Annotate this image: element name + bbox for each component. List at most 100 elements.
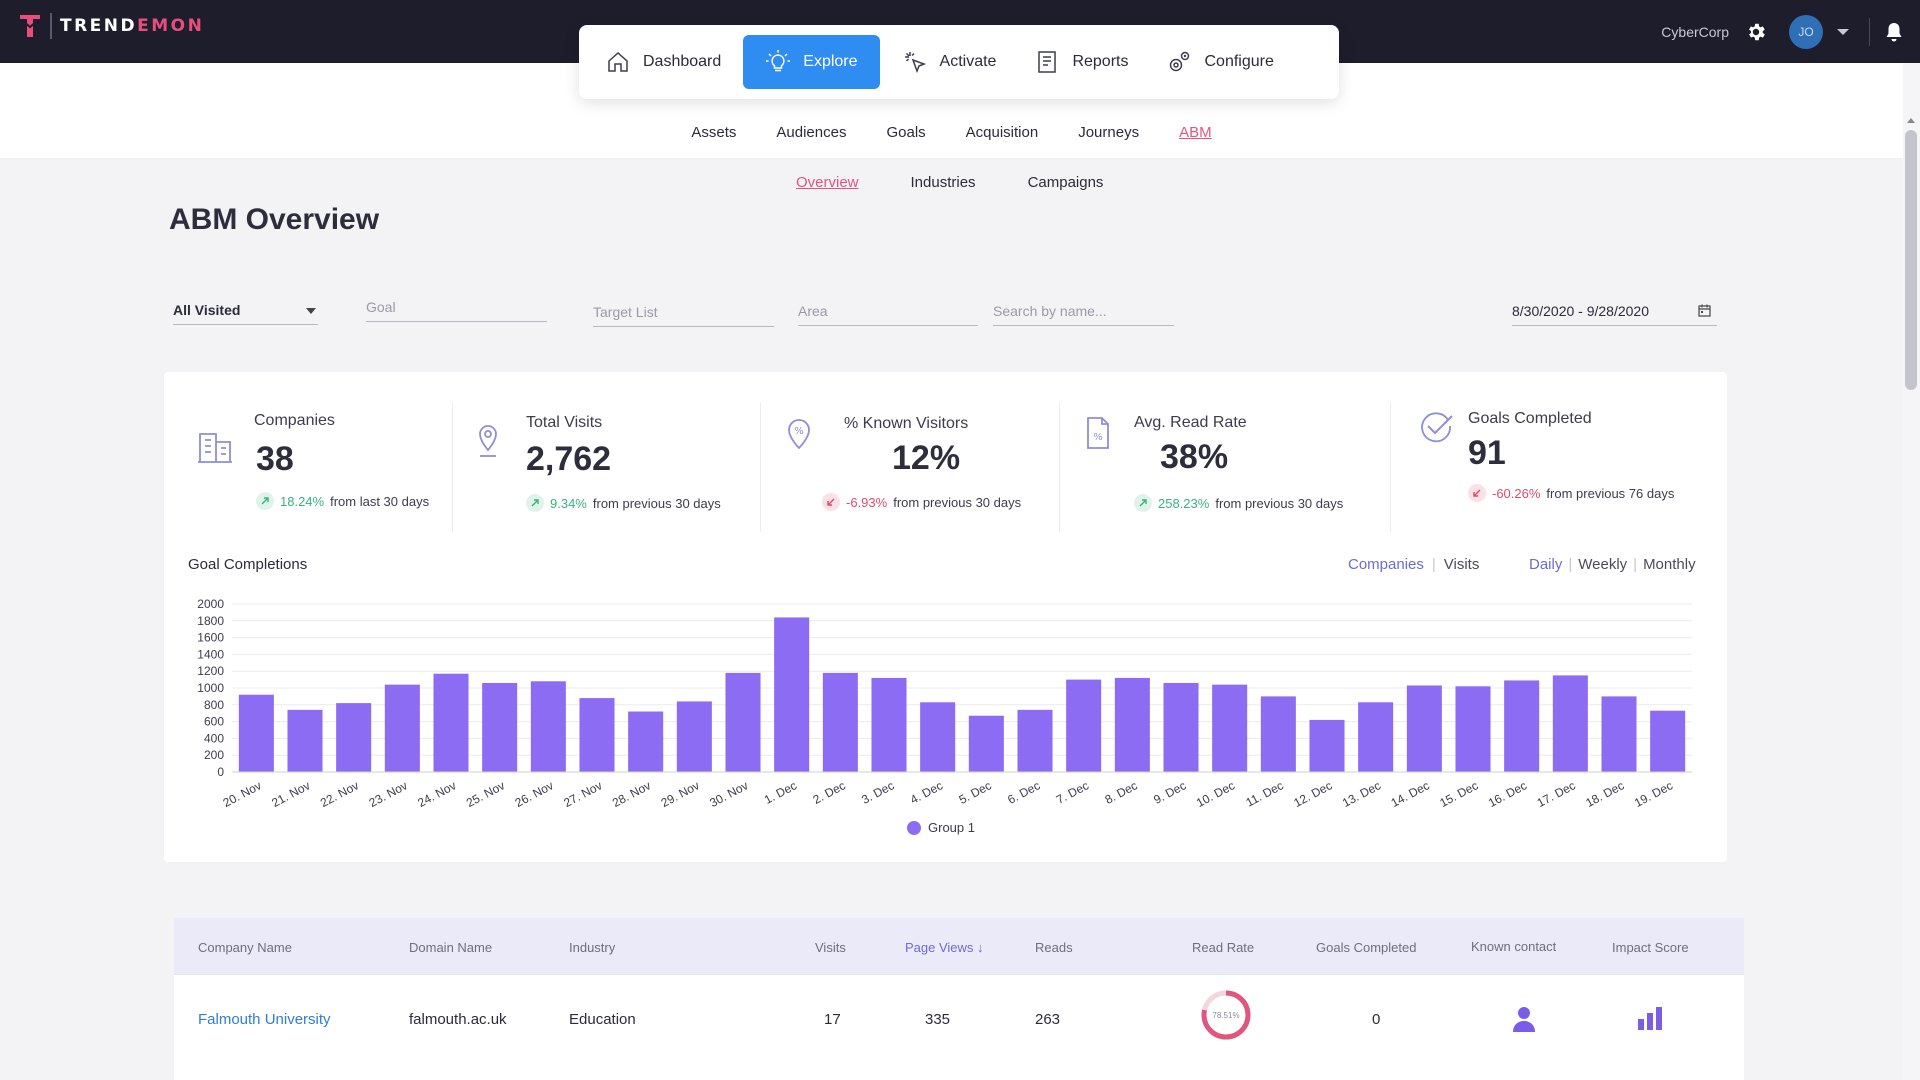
read-rate-arc (1201, 990, 1251, 1040)
date-range-value: 8/30/2020 - 9/28/2020 (1512, 302, 1650, 319)
logo[interactable]: TRENDEMON (18, 12, 204, 40)
legend-label: Group 1 (928, 820, 975, 835)
stat-change-period: from previous 30 days (893, 494, 1022, 510)
x-tick-label: 1. Dec (762, 778, 799, 807)
org-name[interactable]: CyberCorp (1661, 23, 1729, 40)
col-reads[interactable]: Reads (1035, 940, 1073, 955)
toggle-weekly[interactable]: Weekly (1578, 556, 1628, 573)
stat-change-period: from last 30 days (330, 493, 430, 509)
bar (1601, 696, 1637, 772)
stat-change-pct: 18.24% (280, 493, 325, 509)
col-known-contact[interactable]: Known contact (1471, 939, 1557, 954)
logo-text: TRENDEMON (60, 16, 205, 36)
toggle-monthly[interactable]: Monthly (1643, 556, 1696, 573)
stat-change-pct: 258.23% (1158, 495, 1210, 511)
bar (238, 694, 274, 772)
subnav-assets[interactable]: Assets (691, 124, 737, 141)
area-input[interactable]: Area (798, 296, 978, 326)
report-icon (1038, 51, 1057, 73)
col-company-name[interactable]: Company Name (198, 940, 292, 955)
scrollbar-thumb[interactable] (1905, 130, 1917, 390)
nav-activate-label: Activate (939, 53, 997, 70)
nav-activate[interactable]: Activate (886, 35, 1013, 89)
stat-change-period: from previous 76 days (1546, 485, 1675, 501)
scroll-up-arrow-icon[interactable] (1907, 118, 1915, 123)
x-tick-label: 7. Dec (1054, 778, 1091, 807)
tab-overview[interactable]: Overview (796, 174, 859, 191)
col-read-rate[interactable]: Read Rate (1192, 940, 1255, 955)
chevron-down-icon (306, 308, 316, 314)
nav-explore[interactable]: Explore (743, 35, 880, 89)
trend-up-icon (526, 494, 544, 512)
stat-change: 18.24% from last 30 days (256, 492, 429, 510)
x-tick-label: 29. Nov (659, 778, 702, 810)
top-divider (1869, 17, 1870, 46)
stat-divider (1059, 402, 1060, 532)
col-impact-score[interactable]: Impact Score (1612, 940, 1689, 955)
nav-configure[interactable]: Configure (1150, 35, 1289, 89)
x-tick-label: 24. Nov (415, 778, 458, 810)
notification-bell-icon[interactable] (1884, 21, 1904, 43)
person-icon[interactable] (1512, 1005, 1536, 1033)
logo-divider (50, 13, 52, 39)
y-tick-label: 400 (204, 731, 224, 745)
building-icon (198, 433, 232, 463)
toggle-daily[interactable]: Daily (1529, 556, 1563, 573)
col-industry[interactable]: Industry (569, 940, 616, 955)
subnav-goals[interactable]: Goals (886, 124, 926, 141)
goal-input[interactable]: Goal (366, 292, 547, 322)
col-page-views[interactable]: Page Views ↓ (905, 940, 984, 955)
col-domain-name[interactable]: Domain Name (409, 940, 493, 955)
subnav-abm[interactable]: ABM (1179, 124, 1212, 141)
stat-divider (452, 402, 453, 532)
trend-up-icon (1134, 494, 1152, 512)
bar (1260, 696, 1296, 772)
bar (1066, 679, 1102, 772)
x-tick-label: 22. Nov (318, 778, 361, 810)
y-tick-label: 600 (204, 715, 224, 729)
bar-chart-icon[interactable] (1636, 1005, 1664, 1031)
stat-change: 258.23% from previous 30 days (1134, 494, 1343, 512)
bar (287, 709, 323, 772)
subnav-journeys[interactable]: Journeys (1078, 124, 1140, 141)
date-range-picker[interactable]: 8/30/2020 - 9/28/2020 (1512, 296, 1717, 326)
col-goals-completed[interactable]: Goals Completed (1316, 940, 1417, 955)
settings-gear-icon[interactable] (1745, 21, 1767, 43)
stat-divider (760, 402, 761, 532)
toggle-companies[interactable]: Companies (1348, 556, 1424, 573)
search-input[interactable]: Search by name... (993, 296, 1174, 326)
percent-pin-icon: % (788, 419, 810, 450)
table-row[interactable]: Falmouth University falmouth.ac.uk Educa… (174, 974, 1744, 1064)
x-tick-label: 15. Dec (1437, 778, 1480, 810)
toggle-visits[interactable]: Visits (1443, 556, 1480, 573)
col-visits[interactable]: Visits (815, 940, 846, 955)
user-avatar[interactable]: JO (1789, 14, 1823, 49)
svg-text:%: % (794, 426, 804, 437)
bar (1406, 685, 1442, 772)
bar (1114, 677, 1150, 772)
x-tick-label: 14. Dec (1389, 778, 1432, 810)
stat-label: % Known Visitors (844, 415, 969, 432)
main-nav: Dashboard Explore Activate Reports Confi… (579, 25, 1339, 99)
bar (1212, 684, 1248, 772)
toggle-separator: | (1431, 556, 1436, 573)
bar (384, 684, 420, 772)
stat-change-pct: -60.26% (1492, 485, 1541, 501)
tab-industries[interactable]: Industries (910, 174, 976, 191)
bar (676, 701, 712, 772)
company-link[interactable]: Falmouth University (198, 1011, 331, 1028)
stat-value: 38 (256, 440, 294, 478)
bar (628, 711, 664, 772)
nav-reports[interactable]: Reports (1018, 35, 1144, 89)
target-list-input[interactable]: Target List (593, 297, 774, 327)
account-chevron-down-icon[interactable] (1837, 28, 1849, 35)
subnav-acquisition[interactable]: Acquisition (965, 124, 1039, 141)
tab-campaigns[interactable]: Campaigns (1027, 174, 1104, 191)
visited-select[interactable]: All Visited (173, 295, 318, 325)
x-tick-label: 8. Dec (1103, 778, 1140, 807)
trend-down-icon (1468, 484, 1486, 502)
x-tick-label: 10. Dec (1194, 778, 1237, 810)
overview-card: Companies 38 18.24% from last 30 days To… (164, 372, 1727, 862)
nav-dashboard[interactable]: Dashboard (589, 35, 737, 89)
subnav-audiences[interactable]: Audiences (776, 124, 847, 141)
